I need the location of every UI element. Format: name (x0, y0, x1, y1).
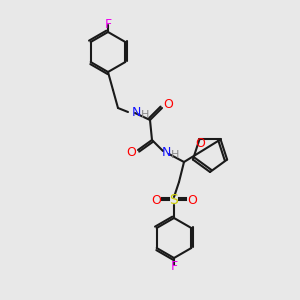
Text: F: F (104, 17, 112, 31)
Text: S: S (169, 193, 178, 207)
Text: O: O (196, 137, 206, 150)
Text: F: F (170, 260, 178, 272)
Text: N: N (132, 106, 141, 118)
Text: H: H (171, 150, 179, 160)
Text: O: O (151, 194, 161, 206)
Text: O: O (126, 146, 136, 160)
Text: H: H (141, 110, 149, 120)
Text: N: N (161, 146, 171, 158)
Text: O: O (187, 194, 197, 206)
Text: O: O (163, 98, 173, 112)
